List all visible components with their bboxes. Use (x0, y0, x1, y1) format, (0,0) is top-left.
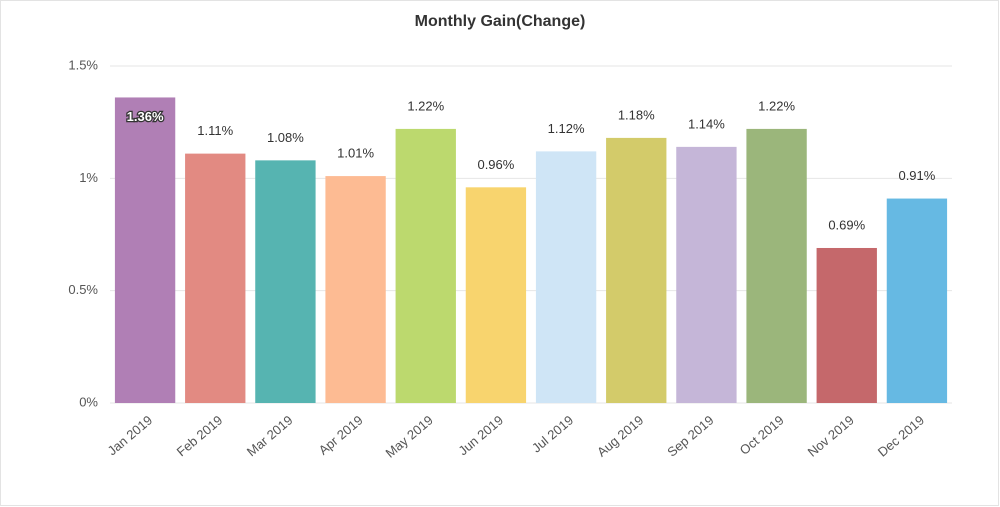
value-label: 1.11% (197, 123, 233, 138)
bar (676, 146, 737, 403)
value-label: 1.22% (758, 98, 795, 113)
value-label: 0.96% (477, 157, 514, 172)
value-label: 1.08% (267, 130, 304, 145)
bar (114, 97, 176, 403)
bar (465, 187, 527, 403)
value-label: 0.91% (898, 168, 935, 183)
y-tick-label: 1% (79, 170, 98, 185)
y-tick-label: 0% (79, 394, 98, 409)
bar (185, 153, 246, 403)
bar (746, 128, 807, 403)
value-label: 0.69% (828, 217, 865, 232)
bar (606, 137, 667, 404)
value-label: 1.12% (548, 121, 585, 136)
bar (886, 198, 948, 403)
value-label: 1.18% (618, 107, 655, 122)
value-label: 1.01% (337, 146, 374, 161)
bar (255, 160, 316, 403)
bar (816, 247, 877, 403)
bar (395, 128, 456, 403)
value-label: 1.36% (127, 109, 164, 124)
y-tick-label: 1.5% (68, 57, 98, 72)
value-label: 1.22% (407, 98, 444, 113)
bar (325, 176, 386, 403)
y-tick-label: 0.5% (68, 282, 98, 297)
value-label: 1.14% (688, 116, 725, 131)
chart-title: Monthly Gain(Change) (415, 13, 586, 30)
bar (535, 151, 597, 403)
